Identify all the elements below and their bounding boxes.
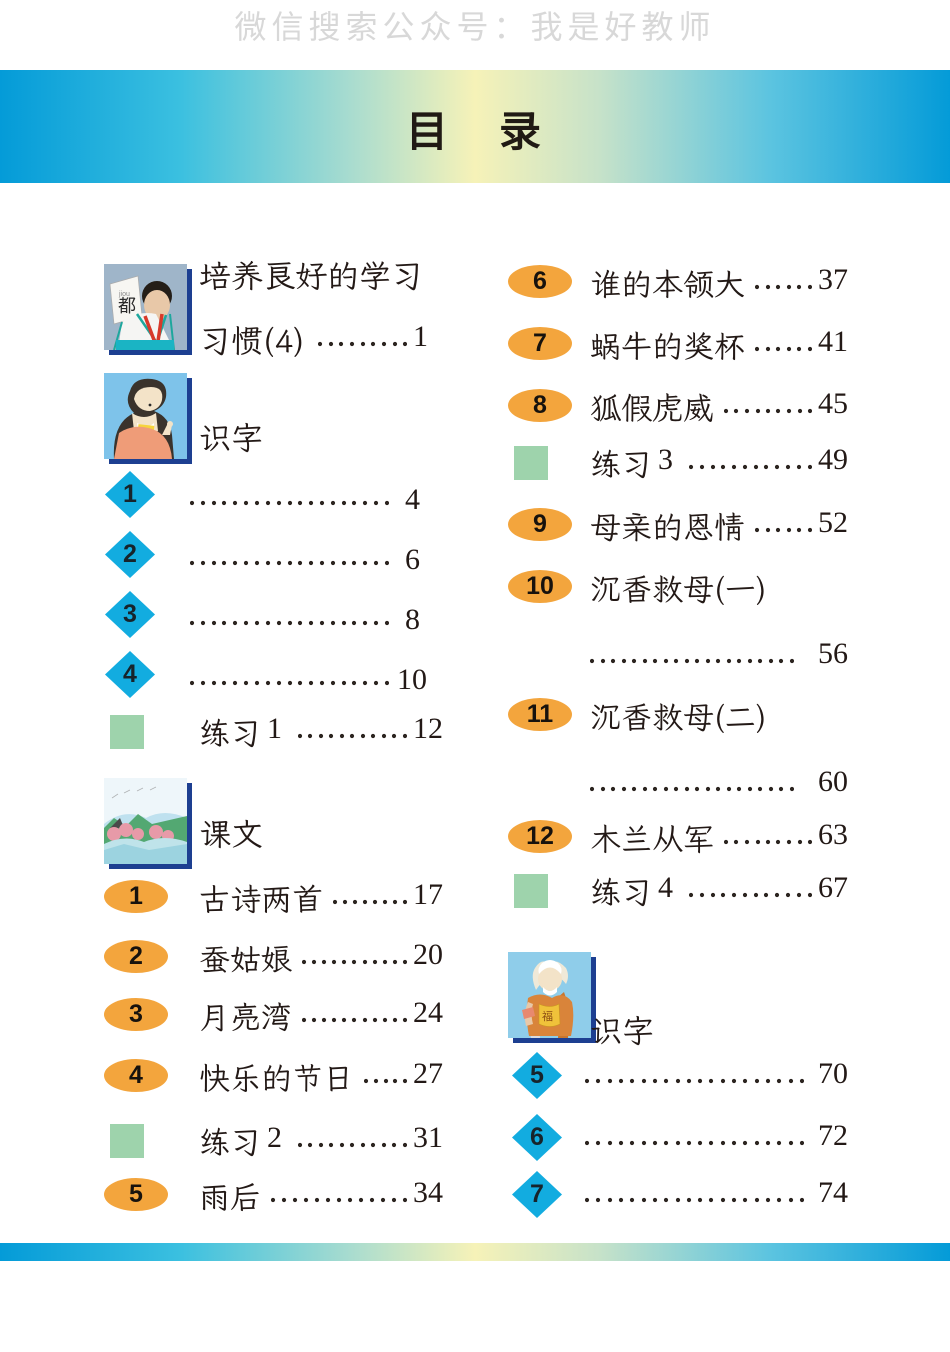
svg-text:福: 福	[542, 1009, 553, 1023]
svg-text:都: 都	[118, 296, 136, 316]
